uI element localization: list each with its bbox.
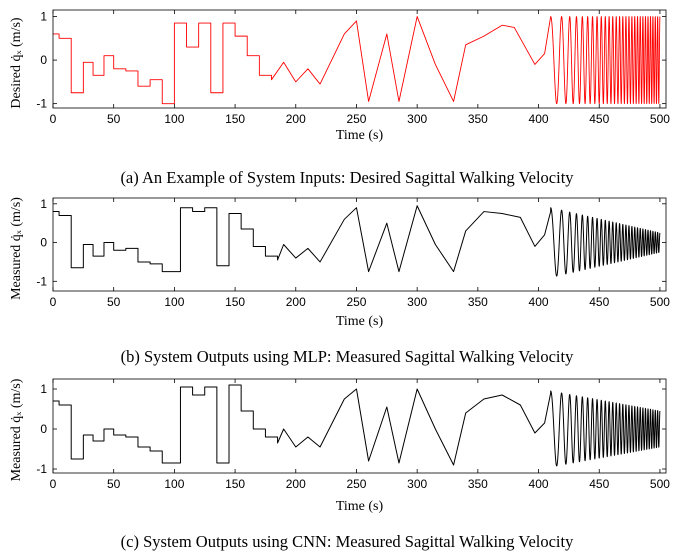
y-tick-label: 1 bbox=[40, 382, 47, 396]
x-tick-label: 150 bbox=[225, 477, 245, 491]
plot-frame bbox=[52, 197, 667, 292]
x-tick-label: 250 bbox=[346, 112, 366, 126]
plot-frame bbox=[52, 9, 667, 109]
x-tick-label: 500 bbox=[650, 295, 670, 309]
x-tick-label: 250 bbox=[346, 477, 366, 491]
x-tick-label: 150 bbox=[225, 295, 245, 309]
x-tick-label: 350 bbox=[468, 112, 488, 126]
x-tick-label: 500 bbox=[650, 477, 670, 491]
x-axis-label: Time (s) bbox=[336, 314, 384, 329]
figure-caption: (c) System Outputs using CNN: Measured S… bbox=[121, 532, 574, 551]
x-axis-label: Time (s) bbox=[336, 499, 384, 514]
series-line-a-0 bbox=[53, 16, 661, 105]
x-tick-label: 450 bbox=[589, 477, 609, 491]
x-tick-label: 100 bbox=[164, 112, 184, 126]
x-tick-label: 200 bbox=[286, 295, 306, 309]
x-tick-label: 200 bbox=[286, 477, 306, 491]
x-tick-label: 150 bbox=[225, 112, 245, 126]
x-tick-label: 100 bbox=[164, 295, 184, 309]
y-tick-label: -1 bbox=[36, 462, 47, 476]
figure-caption: (a) An Example of System Inputs: Desired… bbox=[120, 168, 574, 187]
x-tick-label: 300 bbox=[407, 112, 427, 126]
x-tick-label: 300 bbox=[407, 295, 427, 309]
x-tick-label: 50 bbox=[107, 477, 121, 491]
y-tick-label: 0 bbox=[40, 422, 47, 436]
y-tick-label: 1 bbox=[40, 10, 47, 24]
x-tick-label: 450 bbox=[589, 295, 609, 309]
plot-frame bbox=[52, 378, 667, 474]
x-tick-label: 500 bbox=[650, 112, 670, 126]
series-line-c-0 bbox=[53, 384, 661, 467]
y-axis-label: Measured q̇ₓ (m/s) bbox=[9, 197, 24, 300]
x-tick-label: 400 bbox=[529, 295, 549, 309]
x-tick-label: 50 bbox=[107, 112, 121, 126]
x-tick-label: 400 bbox=[529, 477, 549, 491]
x-tick-label: 0 bbox=[50, 477, 57, 491]
x-tick-label: 100 bbox=[164, 477, 184, 491]
y-tick-label: 0 bbox=[40, 236, 47, 250]
y-tick-label: 1 bbox=[40, 197, 47, 211]
series-line-b-0 bbox=[53, 205, 661, 277]
x-tick-label: 200 bbox=[286, 112, 306, 126]
y-tick-label: -1 bbox=[36, 97, 47, 111]
y-axis-label: Measured q̇ₓ (m/s) bbox=[9, 378, 24, 481]
x-tick-label: 450 bbox=[589, 112, 609, 126]
y-axis-label: Desired q̇ₓ (m/s) bbox=[9, 17, 24, 108]
x-tick-label: 350 bbox=[468, 477, 488, 491]
x-tick-label: 400 bbox=[529, 112, 549, 126]
x-tick-label: 50 bbox=[107, 295, 121, 309]
x-tick-label: 250 bbox=[346, 295, 366, 309]
x-axis-label: Time (s) bbox=[336, 128, 384, 143]
y-tick-label: 0 bbox=[40, 53, 47, 67]
x-tick-label: 0 bbox=[50, 112, 57, 126]
x-tick-label: 0 bbox=[50, 295, 57, 309]
x-tick-label: 350 bbox=[468, 295, 488, 309]
x-tick-label: 300 bbox=[407, 477, 427, 491]
figure-caption: (b) System Outputs using MLP: Measured S… bbox=[121, 347, 574, 366]
y-tick-label: -1 bbox=[36, 274, 47, 288]
